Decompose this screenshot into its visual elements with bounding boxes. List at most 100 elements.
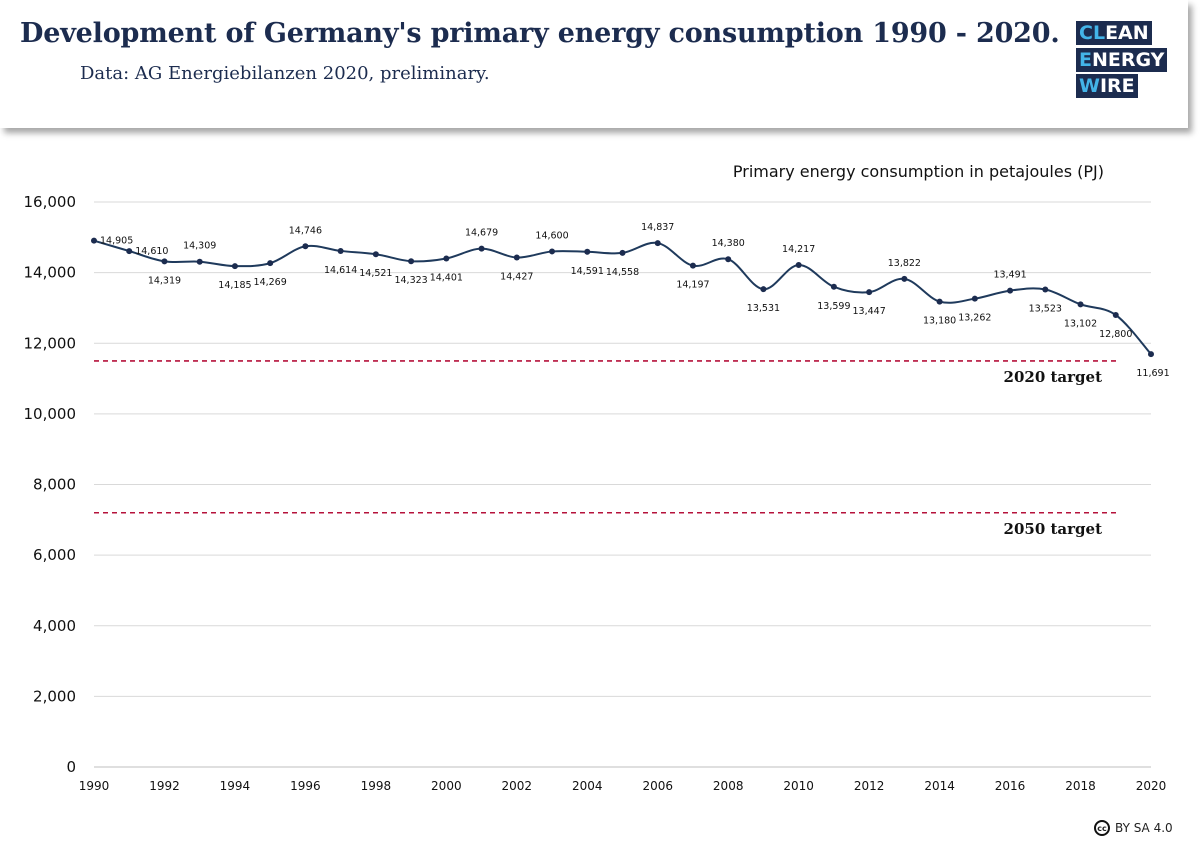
cc-icon: cc: [1094, 820, 1110, 836]
x-tick-label: 2004: [572, 779, 603, 793]
data-point: [1148, 351, 1154, 358]
data-label: 14,905: [100, 236, 133, 247]
data-label: 14,427: [500, 272, 533, 283]
data-point: [584, 248, 591, 255]
x-axis-ticks: 1990 1992 1994 1996 1998 2000 2002 2004 2006 2008…: [79, 779, 1167, 793]
data-label: 14,837: [641, 222, 674, 233]
x-tick-label: 1994: [220, 779, 251, 793]
data-point: [654, 240, 661, 247]
data-point: [795, 261, 802, 268]
data-point: [196, 258, 203, 265]
data-point: [337, 247, 344, 254]
target-label: 2020 target: [1004, 368, 1103, 386]
data-point: [901, 275, 908, 282]
data-label: 14,269: [254, 277, 287, 288]
data-label: 14,600: [535, 230, 568, 241]
data-label: 13,102: [1064, 318, 1097, 329]
data-point: [1112, 312, 1119, 318]
series-group: [91, 237, 1154, 358]
x-tick-label: 2006: [642, 779, 673, 793]
data-label: 14,591: [571, 266, 604, 277]
data-label: 13,447: [853, 306, 886, 317]
data-point: [1077, 301, 1084, 308]
x-tick-label: 2014: [924, 779, 955, 793]
data-point: [302, 243, 309, 250]
data-point: [936, 298, 943, 305]
data-label: 14,217: [782, 244, 815, 255]
data-point: [408, 258, 415, 265]
data-point: [91, 237, 97, 244]
data-point: [549, 248, 556, 255]
y-tick-label: 8,000: [33, 476, 76, 494]
y-tick-label: 2,000: [33, 687, 76, 705]
data-label: 14,679: [465, 228, 498, 239]
header-band: [0, 0, 1188, 128]
data-label: 14,380: [712, 238, 745, 249]
x-tick-label: 1998: [361, 779, 392, 793]
data-label: 14,614: [324, 265, 357, 276]
logo-line-2: ENERGY: [1076, 47, 1168, 72]
data-point: [830, 283, 837, 290]
y-tick-label: 4,000: [33, 617, 76, 635]
data-point: [725, 256, 732, 263]
data-point: [1042, 286, 1049, 293]
x-tick-label: 2012: [854, 779, 885, 793]
data-label: 14,319: [148, 275, 181, 286]
data-point: [1007, 287, 1014, 294]
clean-energy-wire-logo: CLEAN ENERGY WIRE: [1076, 21, 1168, 101]
logo-line-1: CLEAN: [1076, 21, 1152, 45]
data-point: [760, 286, 767, 293]
gridlines: [94, 201, 1151, 768]
data-label: 14,197: [676, 280, 709, 291]
y-tick-label: 14,000: [24, 264, 77, 282]
data-label: 14,323: [394, 275, 427, 286]
target-lines: 2020 target 2050 target: [94, 360, 1116, 538]
series-line: [93, 239, 1152, 355]
data-label: 14,746: [289, 225, 322, 236]
data-label: 14,610: [135, 246, 168, 257]
y-tick-label: 0: [66, 758, 76, 776]
y-tick-label: 12,000: [24, 334, 77, 352]
y-tick-label: 6,000: [33, 546, 76, 564]
x-tick-label: 2000: [431, 779, 462, 793]
data-point: [372, 251, 379, 258]
data-label: 13,491: [993, 270, 1026, 281]
data-point: [513, 254, 520, 261]
axis-title: Primary energy consumption in petajoules…: [733, 162, 1104, 181]
data-point: [689, 262, 696, 269]
x-tick-label: 1990: [79, 779, 110, 793]
data-point: [443, 255, 450, 262]
data-point: [126, 248, 133, 255]
data-label: 13,531: [747, 303, 780, 314]
data-label: 13,599: [817, 301, 850, 312]
data-label: 11,691: [1136, 368, 1169, 379]
x-tick-label: 2016: [995, 779, 1026, 793]
data-point: [161, 258, 168, 265]
data-label: 14,521: [359, 268, 392, 279]
y-tick-label: 10,000: [24, 405, 77, 423]
target-label: 2050 target: [1004, 520, 1103, 538]
logo-line-3: WIRE: [1076, 74, 1138, 98]
x-tick-label: 1996: [290, 779, 321, 793]
data-label: 13,262: [958, 313, 991, 324]
data-label: 13,180: [923, 316, 956, 327]
data-label: 13,822: [888, 258, 921, 269]
data-label: 12,800: [1099, 329, 1132, 340]
x-tick-label: 2010: [783, 779, 814, 793]
page-title: Development of Germany's primary energy …: [20, 18, 1060, 49]
data-label: 13,523: [1029, 303, 1062, 314]
data-point: [971, 295, 978, 302]
license-text: BY SA 4.0: [1115, 821, 1173, 835]
x-tick-label: 2008: [713, 779, 744, 793]
y-tick-label: 16,000: [24, 193, 77, 211]
x-tick-label: 2002: [502, 779, 533, 793]
data-point: [478, 245, 485, 252]
data-point: [267, 260, 274, 267]
x-tick-label: 1992: [149, 779, 180, 793]
license: cc BY SA 4.0: [1094, 820, 1173, 836]
page-subtitle: Data: AG Energiebilanzen 2020, prelimina…: [80, 63, 490, 84]
data-point: [866, 289, 873, 296]
data-label: 14,558: [606, 267, 639, 278]
